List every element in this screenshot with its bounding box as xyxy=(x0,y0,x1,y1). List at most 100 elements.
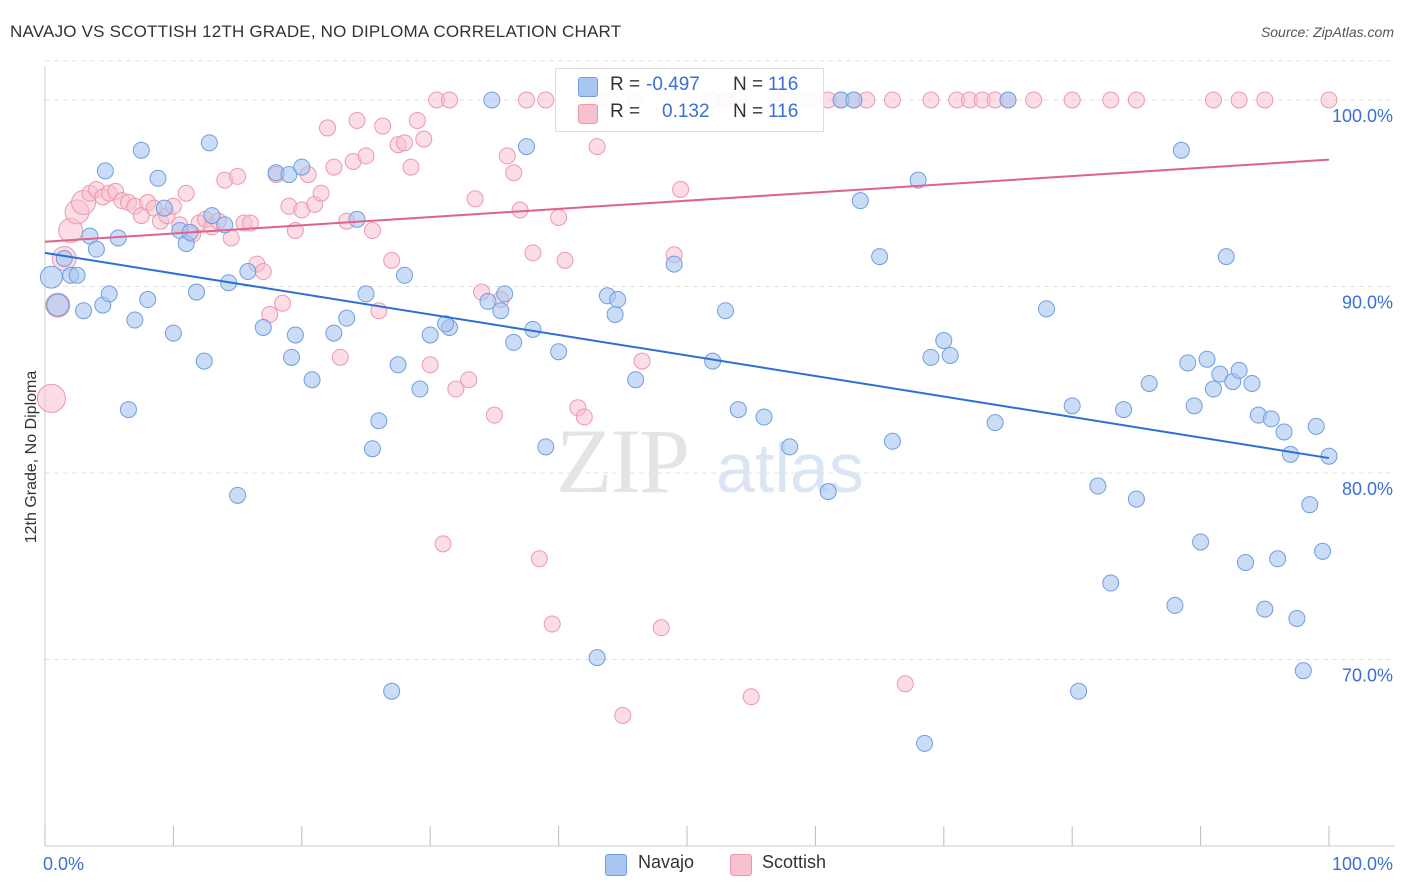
navajo-point xyxy=(383,682,401,700)
navajo-point xyxy=(1063,397,1081,415)
trend-lines xyxy=(44,158,1330,460)
navajo-point xyxy=(845,91,863,109)
legend-label-scottish: Scottish xyxy=(762,852,827,872)
navajo-point xyxy=(411,380,429,398)
legend-r-label: R = xyxy=(610,101,641,122)
navajo-point xyxy=(1115,401,1133,419)
legend-n-value: 116 xyxy=(768,101,799,122)
scottish-point xyxy=(537,91,555,109)
navajo-point xyxy=(155,199,173,217)
scottish-point xyxy=(383,251,401,269)
legend-swatch-navajo xyxy=(578,77,598,97)
navajo-point xyxy=(1166,596,1184,614)
navajo-point xyxy=(119,401,137,419)
legend-r-label: R = xyxy=(610,74,641,95)
watermark: ZIP atlas xyxy=(556,410,864,512)
navajo-point xyxy=(922,348,940,366)
scottish-point xyxy=(36,383,66,413)
navajo-point xyxy=(1211,365,1229,383)
navajo-point xyxy=(75,302,93,320)
scottish-point xyxy=(1102,91,1120,109)
trend-line-scottish xyxy=(44,158,1330,243)
navajo-point xyxy=(492,302,510,320)
navajo-point xyxy=(588,649,606,667)
legend-n-label: N = xyxy=(733,101,764,122)
navajo-point xyxy=(55,249,73,267)
navajo-point xyxy=(606,305,624,323)
navajo-point xyxy=(1256,600,1274,618)
navajo-point xyxy=(254,318,272,336)
navajo-point xyxy=(1301,496,1319,514)
navajo-point xyxy=(883,432,901,450)
scottish-point xyxy=(348,111,366,129)
scottish-point xyxy=(312,184,330,202)
x-tick-label: 100.0% xyxy=(1332,854,1393,874)
series-navajo xyxy=(39,91,1338,752)
scottish-point xyxy=(325,158,343,176)
scottish-point xyxy=(1204,91,1222,109)
y-tick-label: 90.0% xyxy=(1342,292,1393,312)
scottish-point xyxy=(652,619,670,637)
navajo-point xyxy=(46,293,70,317)
navajo-point xyxy=(537,438,555,456)
navajo-point xyxy=(550,343,568,361)
trend-line-navajo xyxy=(44,251,1330,460)
legend-swatch-scottish xyxy=(578,104,598,124)
navajo-point xyxy=(871,248,889,266)
navajo-point xyxy=(421,326,439,344)
scottish-point xyxy=(485,406,503,424)
scottish-point xyxy=(550,208,568,226)
navajo-point xyxy=(819,483,837,501)
navajo-point xyxy=(483,91,501,109)
y-axis-label: 12th Grade, No Diploma xyxy=(23,371,40,544)
scottish-point xyxy=(415,130,433,148)
navajo-point xyxy=(1275,423,1293,441)
scottish-point xyxy=(241,214,259,232)
navajo-point xyxy=(389,356,407,374)
navajo-point xyxy=(283,348,301,366)
scottish-point xyxy=(1256,91,1274,109)
navajo-point xyxy=(941,346,959,364)
navajo-point xyxy=(325,324,343,342)
x-tick-label: 0.0% xyxy=(43,854,84,874)
y-tick-label: 70.0% xyxy=(1342,665,1393,685)
scottish-point xyxy=(274,294,292,312)
navajo-point xyxy=(665,255,683,273)
scottish-point xyxy=(421,356,439,374)
navajo-point xyxy=(1179,354,1197,372)
navajo-point xyxy=(357,285,375,303)
scottish-point xyxy=(1230,91,1248,109)
navajo-point xyxy=(188,283,206,301)
scottish-point xyxy=(543,615,561,633)
scottish-point xyxy=(575,408,593,426)
navajo-point xyxy=(916,734,934,752)
navajo-point xyxy=(999,91,1017,109)
navajo-point xyxy=(609,291,627,309)
navajo-point xyxy=(1281,445,1299,463)
navajo-point xyxy=(229,486,247,504)
navajo-point xyxy=(216,216,234,234)
navajo-point xyxy=(1192,533,1210,551)
y-tick-label: 100.0% xyxy=(1332,106,1393,126)
navajo-point xyxy=(755,408,773,426)
scottish-point xyxy=(177,184,195,202)
navajo-point xyxy=(239,263,257,281)
scottish-point xyxy=(402,158,420,176)
navajo-point xyxy=(479,292,497,310)
scottish-point xyxy=(447,380,465,398)
chart-source: Source: ZipAtlas.com xyxy=(1260,24,1394,40)
navajo-point xyxy=(1262,410,1280,428)
navajo-point xyxy=(437,315,455,333)
scottish-point xyxy=(363,222,381,240)
navajo-point xyxy=(87,240,105,258)
legend-swatch-navajo xyxy=(605,854,627,876)
navajo-point xyxy=(851,192,869,210)
navajo-point xyxy=(627,371,645,389)
chart-title: NAVAJO VS SCOTTISH 12TH GRADE, NO DIPLOM… xyxy=(10,22,622,41)
scottish-point xyxy=(229,167,247,185)
legend-n-label: N = xyxy=(733,74,764,95)
scottish-point xyxy=(434,535,452,553)
navajo-point xyxy=(100,285,118,303)
navajo-point xyxy=(1102,574,1120,592)
navajo-point xyxy=(164,324,182,342)
